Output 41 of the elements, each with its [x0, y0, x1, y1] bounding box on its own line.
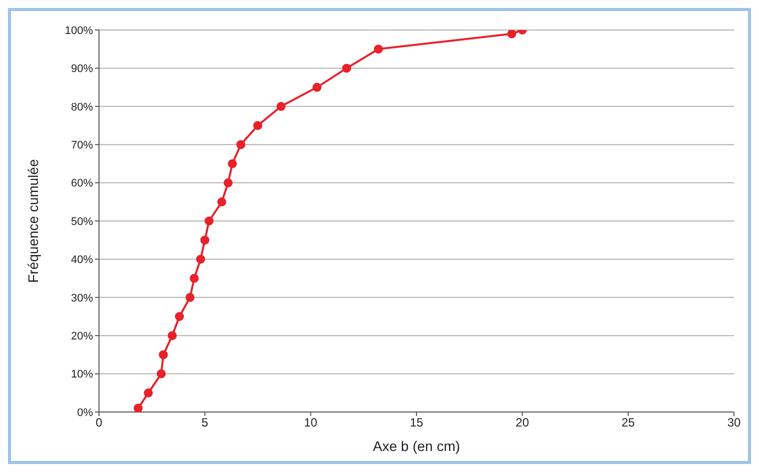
x-tick-label: 15 [410, 416, 424, 430]
point [374, 44, 383, 54]
point [228, 159, 237, 168]
y-tick-label: 50% [70, 216, 94, 228]
x-tick-label: 10 [304, 416, 318, 430]
y-tick-label: 100% [64, 24, 94, 37]
point [204, 216, 214, 226]
point [312, 82, 322, 92]
y-tick-label: 90% [70, 63, 94, 76]
point [507, 30, 516, 38]
y-tick-label: 10% [70, 368, 94, 381]
x-tick-label: 20 [516, 416, 530, 430]
y-tick-label: 30% [70, 292, 94, 304]
point [236, 140, 246, 150]
y-tick-label: 0% [77, 406, 94, 419]
point [174, 312, 184, 321]
point [276, 102, 286, 111]
point [186, 292, 195, 302]
x-tick-label: 30 [727, 416, 741, 430]
point [217, 197, 226, 206]
point [200, 236, 210, 245]
y-axis-title: Fréquence cumulée [24, 158, 41, 283]
point [190, 274, 199, 283]
point [168, 331, 177, 340]
y-tick-label: 20% [70, 330, 94, 343]
point [156, 369, 166, 378]
y-tick-label: 40% [70, 254, 94, 266]
point [158, 350, 168, 360]
point [144, 388, 153, 398]
point [253, 121, 262, 130]
x-tick-label: 5 [201, 416, 208, 430]
point [134, 404, 143, 412]
point [342, 64, 352, 73]
point [224, 178, 233, 188]
x-tick-label: 25 [621, 416, 636, 430]
y-tick-label: 60% [70, 178, 94, 190]
x-tick-label: 0 [96, 416, 103, 430]
y-tick-label: 80% [70, 101, 94, 114]
x-axis-title: Axe b (en cm) [372, 438, 460, 454]
point [196, 254, 206, 264]
y-tick-label: 70% [70, 140, 94, 152]
